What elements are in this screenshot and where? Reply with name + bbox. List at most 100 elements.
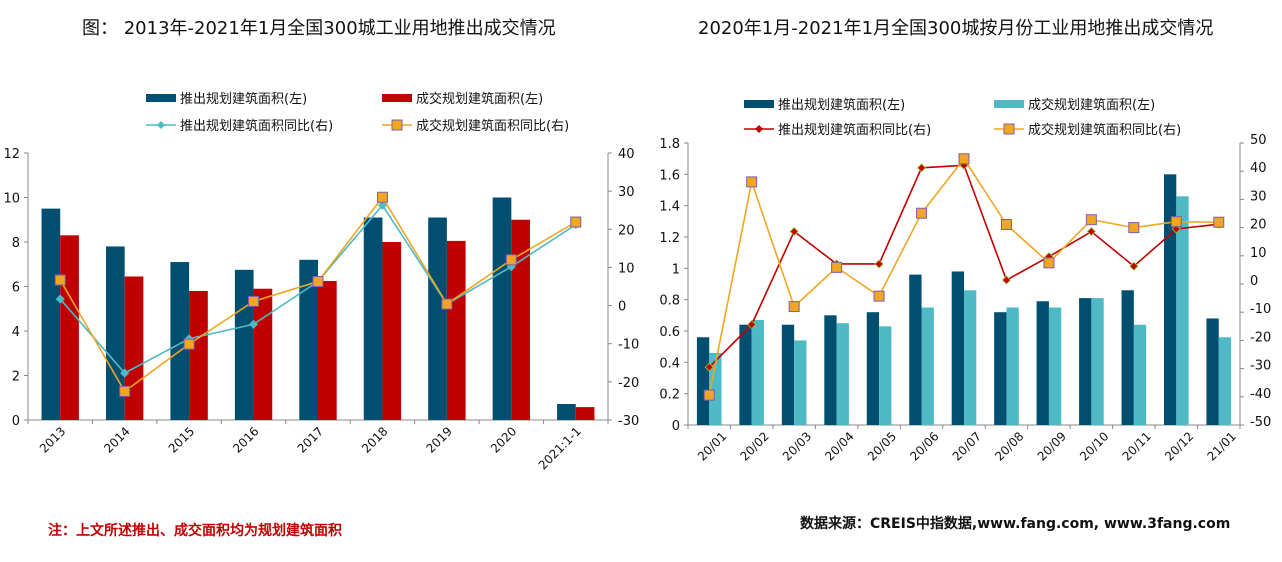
- right-deal-bar: [1218, 337, 1232, 425]
- left-legend-label: 推出规划建筑面积同比(右): [180, 118, 333, 134]
- right-left-tick-label: 0.2: [659, 388, 680, 403]
- right-push-bar: [866, 312, 880, 425]
- right-push-yoy-marker: [874, 259, 884, 269]
- left-legend-label: 成交规划建筑面积同比(右): [416, 118, 569, 134]
- right-deal-yoy-marker: [1043, 257, 1055, 269]
- left-right-tick-label: -30: [618, 414, 639, 429]
- right-push-yoy-marker: [704, 362, 714, 372]
- right-push-bar: [951, 271, 964, 425]
- left-push-yoy-marker: [248, 319, 259, 329]
- left-x-tick-label: 2019: [424, 424, 455, 455]
- left-deal-yoy-marker: [441, 298, 453, 310]
- left-deal-bar: [60, 235, 79, 420]
- right-legend-swatch: [994, 100, 1024, 108]
- right-push-bar: [696, 337, 710, 425]
- right-right-tick-label: -30: [1250, 359, 1271, 374]
- left-legend-marker: [157, 121, 165, 129]
- right-push-bar: [781, 324, 795, 425]
- left-deal-yoy-marker: [54, 274, 66, 286]
- right-left-tick-label: 1.2: [659, 231, 680, 246]
- right-left-tick-label: 1: [672, 262, 680, 277]
- right-left-tick-label: 0.4: [659, 356, 680, 371]
- right-deal-bar: [751, 320, 765, 425]
- left-right-tick-label: 10: [618, 261, 635, 276]
- right-right-tick-label: 30: [1250, 189, 1267, 204]
- left-deal-bar: [446, 240, 466, 420]
- left-left-tick-label: 2: [12, 370, 20, 385]
- left-deal-yoy-marker: [183, 338, 195, 350]
- right-left-tick-label: 1.6: [659, 168, 680, 183]
- right-left-tick-label: 0.8: [659, 294, 680, 309]
- left-left-tick-label: 8: [12, 236, 20, 251]
- left-deal-bar: [575, 407, 595, 420]
- right-legend-label: 推出规划建筑面积(左): [778, 97, 905, 113]
- right-push-bar: [994, 312, 1007, 425]
- right-deal-bar: [794, 340, 807, 425]
- left-push-yoy-marker: [377, 200, 388, 210]
- right-deal-yoy-marker: [703, 389, 715, 401]
- right-left-tick-label: 0: [672, 419, 680, 434]
- left-push-yoy-marker: [55, 294, 65, 304]
- left-x-tick-label: 2015: [166, 424, 197, 455]
- left-x-tick-label: 2018: [359, 424, 390, 455]
- left-x-tick-label: 2020: [488, 424, 519, 455]
- left-right-tick-label: 30: [618, 185, 635, 200]
- right-x-tick-label: 20/07: [950, 429, 984, 463]
- right-x-tick-label: 21/01: [1205, 429, 1239, 463]
- left-left-tick-label: 0: [12, 414, 20, 429]
- left-left-tick-label: 4: [12, 325, 20, 340]
- right-right-tick-label: -10: [1250, 302, 1271, 317]
- right-x-tick-label: 20/08: [992, 429, 1026, 463]
- right-legend-marker: [755, 125, 763, 133]
- right-deal-bar: [1133, 324, 1147, 425]
- right-x-tick-label: 20/01: [695, 429, 729, 463]
- left-x-tick-label: 2016: [230, 424, 261, 455]
- right-push-yoy-marker: [1086, 226, 1096, 237]
- left-deal-yoy-marker: [248, 295, 260, 307]
- right-x-tick-label: 20/05: [865, 429, 899, 463]
- left-push-bar: [41, 208, 61, 420]
- left-push-bar: [299, 259, 318, 420]
- left-deal-bar: [253, 288, 273, 420]
- right-push-bar: [1206, 318, 1219, 425]
- left-deal-bar: [382, 242, 402, 420]
- left-deal-bar: [124, 276, 144, 420]
- left-left-tick-label: 6: [12, 281, 20, 296]
- left-right-tick-label: -20: [618, 376, 639, 391]
- right-right-tick-label: 20: [1250, 218, 1267, 233]
- right-deal-yoy-marker: [873, 290, 885, 302]
- left-legend-marker: [391, 119, 403, 131]
- right-right-tick-label: 50: [1250, 133, 1267, 148]
- right-deal-yoy-marker: [1085, 214, 1097, 226]
- right-right-tick-label: 40: [1250, 161, 1267, 176]
- left-legend-label: 推出规划建筑面积(左): [180, 91, 307, 107]
- right-deal-bar: [709, 352, 722, 425]
- left-right-tick-label: 0: [618, 300, 626, 315]
- left-left-tick-label: 10: [3, 192, 20, 207]
- right-right-tick-label: 10: [1250, 246, 1267, 261]
- left-deal-bar: [318, 280, 337, 420]
- right-x-tick-label: 20/04: [822, 429, 856, 463]
- left-deal-yoy-marker: [570, 216, 582, 228]
- right-push-bar: [824, 315, 837, 425]
- left-push-bar: [234, 269, 254, 420]
- left-left-tick-label: 12: [3, 147, 20, 162]
- right-x-tick-label: 20/10: [1077, 429, 1111, 463]
- left-deal-yoy-marker: [312, 276, 324, 288]
- left-legend-label: 成交规划建筑面积(左): [416, 91, 543, 107]
- right-right-tick-label: -50: [1250, 415, 1271, 430]
- right-x-tick-label: 20/03: [780, 429, 814, 463]
- right-right-tick-label: 0: [1250, 274, 1258, 289]
- right-right-tick-label: -40: [1250, 387, 1271, 402]
- right-deal-bar: [1048, 307, 1062, 425]
- right-left-tick-label: 1.8: [659, 137, 680, 152]
- left-chart-title: 图： 2013年-2021年1月全国300城工业用地推出成交情况: [82, 18, 556, 39]
- left-push-yoy-marker: [120, 368, 130, 378]
- right-deal-bar: [1006, 307, 1019, 425]
- right-deal-bar: [921, 307, 934, 425]
- right-legend-label: 推出规划建筑面积同比(右): [778, 122, 931, 138]
- right-deal-yoy-marker: [1000, 218, 1012, 230]
- right-deal-yoy-marker: [746, 176, 758, 188]
- right-deal-bar: [879, 326, 892, 425]
